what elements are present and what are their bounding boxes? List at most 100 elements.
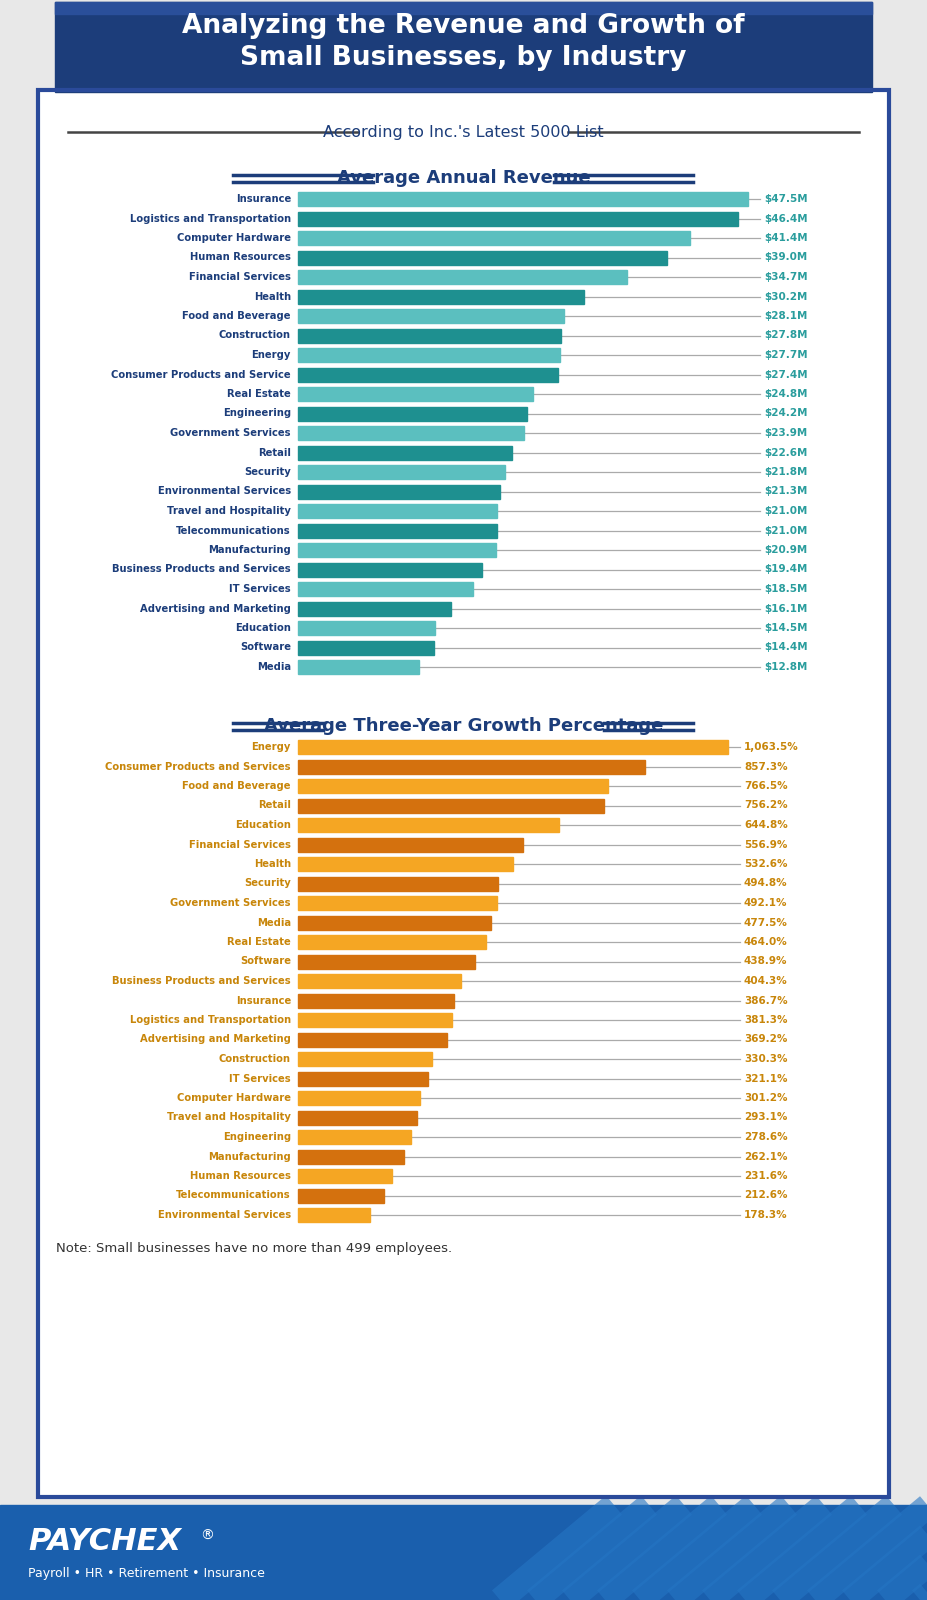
Bar (298, 1149, 404, 1163)
Text: Food and Beverage: Food and Beverage (183, 781, 291, 790)
Text: $28.1M: $28.1M (764, 310, 807, 322)
Text: Software: Software (240, 643, 291, 653)
Bar (298, 406, 527, 421)
Text: IT Services: IT Services (229, 584, 291, 594)
Bar (298, 368, 557, 381)
Text: Food and Beverage: Food and Beverage (183, 310, 291, 322)
Text: Engineering: Engineering (222, 408, 291, 419)
Bar (298, 290, 584, 304)
Text: $47.5M: $47.5M (764, 194, 807, 203)
Text: Government Services: Government Services (171, 898, 291, 909)
Text: $18.5M: $18.5M (764, 584, 807, 594)
Text: Security: Security (244, 878, 291, 888)
Bar (298, 504, 497, 518)
Text: $23.9M: $23.9M (764, 427, 807, 438)
Text: Financial Services: Financial Services (189, 840, 291, 850)
Bar (298, 955, 476, 968)
Text: Real Estate: Real Estate (227, 938, 291, 947)
Bar (298, 426, 525, 440)
Bar (298, 1091, 420, 1106)
Text: $46.4M: $46.4M (764, 213, 807, 224)
Text: 1,063.5%: 1,063.5% (744, 742, 799, 752)
Bar (298, 466, 504, 478)
Text: Computer Hardware: Computer Hardware (177, 1093, 291, 1102)
Text: Payroll • HR • Retirement • Insurance: Payroll • HR • Retirement • Insurance (28, 1566, 265, 1579)
Text: Note: Small businesses have no more than 499 employees.: Note: Small businesses have no more than… (56, 1242, 452, 1254)
Bar (298, 1208, 370, 1222)
Bar (298, 1110, 416, 1125)
Bar (298, 858, 514, 870)
Text: Environmental Services: Environmental Services (158, 1210, 291, 1219)
Bar (298, 192, 748, 206)
Text: Government Services: Government Services (171, 427, 291, 438)
Text: 293.1%: 293.1% (744, 1112, 787, 1123)
Text: Telecommunications: Telecommunications (176, 1190, 291, 1200)
Text: Energy: Energy (251, 350, 291, 360)
Text: Logistics and Transportation: Logistics and Transportation (130, 1014, 291, 1026)
Text: Retail: Retail (258, 448, 291, 458)
Text: Software: Software (240, 957, 291, 966)
Bar (298, 309, 565, 323)
Bar (298, 659, 419, 674)
Bar (38, 90, 889, 1498)
Text: 178.3%: 178.3% (744, 1210, 788, 1219)
Text: $24.2M: $24.2M (764, 408, 807, 419)
Text: Real Estate: Real Estate (227, 389, 291, 398)
Bar (298, 602, 451, 616)
Text: Average Three-Year Growth Percentage: Average Three-Year Growth Percentage (264, 717, 663, 734)
Text: Insurance: Insurance (235, 194, 291, 203)
Text: Analyzing the Revenue and Growth of: Analyzing the Revenue and Growth of (183, 13, 744, 38)
Bar (298, 582, 474, 595)
Text: 644.8%: 644.8% (744, 819, 788, 830)
Text: 494.8%: 494.8% (744, 878, 788, 888)
Bar (298, 974, 462, 987)
Text: Advertising and Marketing: Advertising and Marketing (140, 603, 291, 613)
Text: ®: ® (200, 1528, 214, 1542)
Bar (298, 211, 738, 226)
Bar (298, 760, 644, 773)
Bar (298, 1032, 447, 1046)
Text: 231.6%: 231.6% (744, 1171, 788, 1181)
Bar (298, 251, 667, 264)
Text: Education: Education (235, 622, 291, 634)
Text: $27.4M: $27.4M (764, 370, 807, 379)
Text: $12.8M: $12.8M (764, 662, 807, 672)
Text: PAYCHEX: PAYCHEX (28, 1526, 181, 1555)
Bar (298, 523, 497, 538)
Text: 492.1%: 492.1% (744, 898, 788, 909)
Bar (298, 798, 603, 813)
Text: Manufacturing: Manufacturing (209, 1152, 291, 1162)
Text: $21.0M: $21.0M (764, 525, 807, 536)
Text: According to Inc.'s Latest 5000 List: According to Inc.'s Latest 5000 List (324, 125, 603, 139)
Text: $34.7M: $34.7M (764, 272, 807, 282)
Text: 532.6%: 532.6% (744, 859, 788, 869)
Bar (298, 328, 562, 342)
Bar (298, 563, 482, 576)
Text: $21.0M: $21.0M (764, 506, 807, 515)
Bar (298, 1013, 452, 1027)
Text: $24.8M: $24.8M (764, 389, 807, 398)
Text: Retail: Retail (258, 800, 291, 811)
Text: 756.2%: 756.2% (744, 800, 788, 811)
Text: 477.5%: 477.5% (744, 917, 788, 928)
Text: 857.3%: 857.3% (744, 762, 788, 771)
Bar (298, 270, 627, 285)
Text: 556.9%: 556.9% (744, 840, 787, 850)
Bar (298, 621, 436, 635)
Text: Media: Media (257, 917, 291, 928)
Text: $22.6M: $22.6M (764, 448, 807, 458)
Text: Consumer Products and Services: Consumer Products and Services (106, 762, 291, 771)
Bar (298, 445, 512, 459)
Text: 766.5%: 766.5% (744, 781, 788, 790)
Bar (298, 1130, 411, 1144)
Bar (38, 90, 889, 1498)
Bar (298, 387, 533, 402)
Text: Logistics and Transportation: Logistics and Transportation (130, 213, 291, 224)
Bar (298, 877, 498, 891)
Text: Human Resources: Human Resources (190, 253, 291, 262)
Text: Insurance: Insurance (235, 995, 291, 1005)
Text: $20.9M: $20.9M (764, 546, 807, 555)
Text: Environmental Services: Environmental Services (158, 486, 291, 496)
Bar (298, 779, 608, 794)
Text: Business Products and Services: Business Products and Services (112, 565, 291, 574)
